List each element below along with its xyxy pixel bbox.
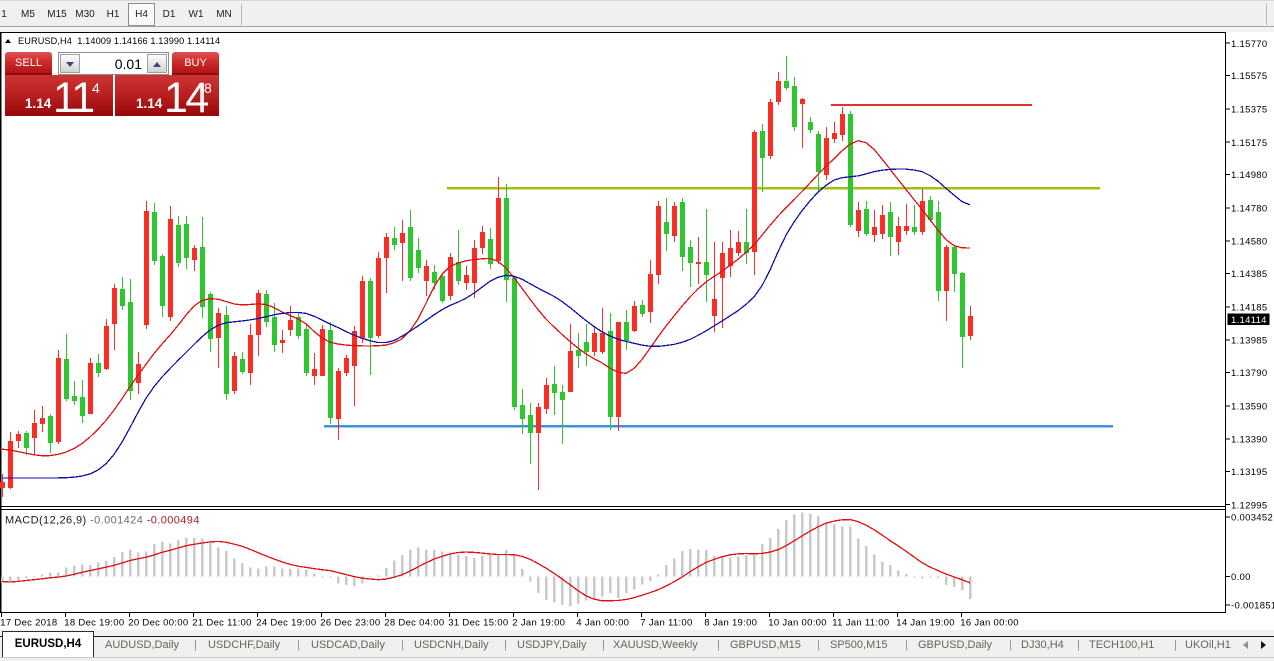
svg-text:10 Jan 00:00: 10 Jan 00:00 <box>768 618 827 629</box>
svg-text:1.13195: 1.13195 <box>1231 467 1267 478</box>
svg-text:18 Dec 19:00: 18 Dec 19:00 <box>64 618 124 629</box>
svg-text:0.003452: 0.003452 <box>1231 513 1273 524</box>
svg-text:20 Dec 00:00: 20 Dec 00:00 <box>128 618 188 629</box>
svg-text:1.15575: 1.15575 <box>1231 71 1267 82</box>
svg-text:1.14114: 1.14114 <box>1231 315 1267 326</box>
svg-text:MACD(12,26,9) -0.001424 -0.000: MACD(12,26,9) -0.001424 -0.000494 <box>5 515 200 527</box>
svg-text:1.15375: 1.15375 <box>1231 104 1267 115</box>
svg-text:1.13590: 1.13590 <box>1231 401 1267 412</box>
svg-text:1.14185: 1.14185 <box>1231 302 1267 313</box>
svg-text:-0.001851: -0.001851 <box>1231 600 1274 611</box>
svg-text:1.12995: 1.12995 <box>1231 500 1267 511</box>
svg-text:1.14780: 1.14780 <box>1231 203 1267 214</box>
svg-text:1.15770: 1.15770 <box>1231 39 1267 50</box>
svg-text:24 Dec 19:00: 24 Dec 19:00 <box>256 618 316 629</box>
svg-text:1.14980: 1.14980 <box>1231 170 1267 181</box>
svg-text:21 Dec 11:00: 21 Dec 11:00 <box>192 618 251 629</box>
svg-text:11 Jan 11:00: 11 Jan 11:00 <box>832 618 889 629</box>
svg-text:0.00: 0.00 <box>1231 572 1251 583</box>
svg-text:1.14580: 1.14580 <box>1231 237 1267 248</box>
svg-text:8 Jan 19:00: 8 Jan 19:00 <box>704 618 757 629</box>
svg-text:14 Jan 19:00: 14 Jan 19:00 <box>896 618 955 629</box>
svg-text:1.13790: 1.13790 <box>1231 368 1267 379</box>
svg-text:2 Jan 19:00: 2 Jan 19:00 <box>512 618 565 629</box>
svg-text:28 Dec 04:00: 28 Dec 04:00 <box>384 618 444 629</box>
svg-text:17 Dec 2018: 17 Dec 2018 <box>0 618 57 629</box>
svg-text:16 Jan 00:00: 16 Jan 00:00 <box>960 618 1019 629</box>
svg-text:1.14385: 1.14385 <box>1231 269 1267 280</box>
svg-text:4 Jan 00:00: 4 Jan 00:00 <box>576 618 629 629</box>
svg-text:1.13390: 1.13390 <box>1231 435 1267 446</box>
svg-text:7 Jan 11:00: 7 Jan 11:00 <box>640 618 692 629</box>
svg-text:31 Dec 15:00: 31 Dec 15:00 <box>448 618 508 629</box>
svg-text:26 Dec 23:00: 26 Dec 23:00 <box>320 618 380 629</box>
svg-text:1.13985: 1.13985 <box>1231 336 1267 347</box>
svg-text:1.15175: 1.15175 <box>1231 138 1267 149</box>
